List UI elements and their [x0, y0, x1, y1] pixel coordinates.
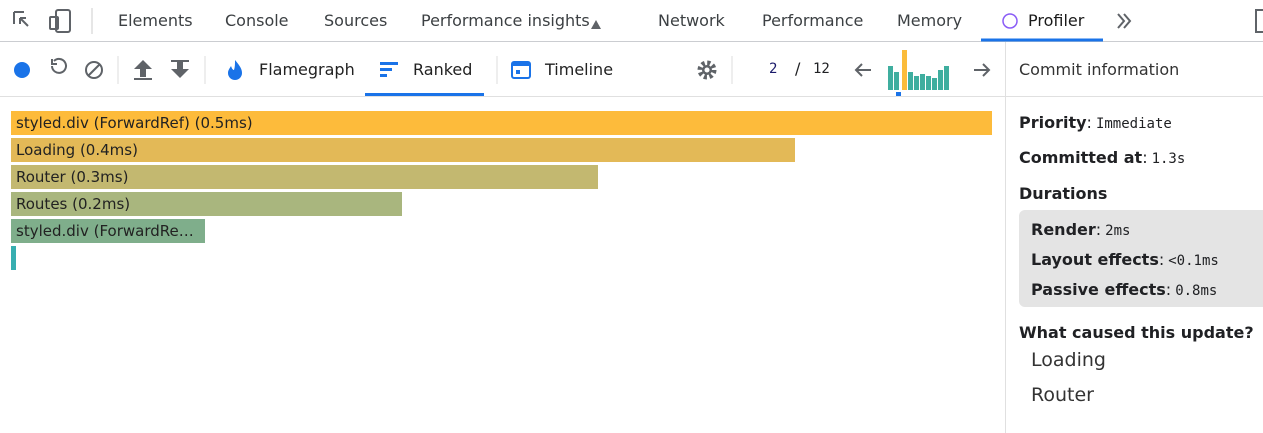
- record-button[interactable]: [14, 62, 30, 78]
- panel-title: Commit information: [1019, 60, 1180, 79]
- view-tab[interactable]: Flamegraph: [259, 60, 355, 79]
- field-value: 1.3s: [1151, 151, 1186, 167]
- ranked-bar[interactable]: Loading (0.4ms): [11, 138, 795, 162]
- ranked-bar[interactable]: styled.div (ForwardRef) (0.5ms): [11, 111, 992, 135]
- save-profile[interactable]: [171, 61, 189, 78]
- view-tab[interactable]: Timeline: [545, 60, 614, 79]
- field-value: 0.8ms: [1175, 283, 1218, 299]
- reload-icon[interactable]: [51, 57, 67, 74]
- field-label: Priority: [1019, 113, 1087, 132]
- field-value: 2ms: [1105, 223, 1131, 239]
- devtools-tab[interactable]: Memory: [897, 11, 963, 30]
- panel-header-border: [1005, 96, 1263, 97]
- settings[interactable]: [697, 60, 717, 80]
- field: Render: 2ms: [1031, 220, 1130, 239]
- section-title: What caused this update?: [1019, 323, 1254, 342]
- toolbar-icons: [13, 8, 1263, 96]
- inspect-icon[interactable]: [13, 11, 29, 27]
- tabbar-border: [0, 41, 1263, 42]
- ranked-bar[interactable]: [11, 246, 16, 270]
- field: Passive effects: 0.8ms: [1031, 280, 1217, 299]
- prev-commit[interactable]: [854, 63, 871, 77]
- field: Committed at: 1.3s: [1019, 148, 1185, 167]
- field-label: Committed at: [1019, 148, 1143, 167]
- devtools-tab[interactable]: Profiler: [1028, 11, 1085, 30]
- field: Priority: Immediate: [1019, 113, 1172, 132]
- commit-selector[interactable]: [888, 50, 949, 96]
- devtools-tab[interactable]: Sources: [324, 11, 388, 30]
- panel-divider: [1005, 42, 1006, 433]
- separator: :: [1158, 250, 1165, 269]
- devtools-tab[interactable]: Elements: [118, 11, 193, 30]
- field: Layout effects: <0.1ms: [1031, 250, 1219, 269]
- devtools-tab[interactable]: Console: [225, 11, 289, 30]
- cause-component[interactable]: Router: [1031, 384, 1094, 406]
- clear-icon[interactable]: [85, 61, 103, 79]
- devtools-tab[interactable]: Network: [658, 11, 725, 30]
- view-tab[interactable]: Ranked: [413, 60, 473, 79]
- ranked-bar[interactable]: styled.div (ForwardRe…: [11, 219, 205, 243]
- field-label: Render: [1031, 220, 1096, 239]
- load-profile[interactable]: [134, 60, 152, 77]
- toolbar-border: [0, 96, 1005, 97]
- next-commit[interactable]: [974, 63, 991, 77]
- durations-box: [1019, 210, 1263, 307]
- devtools-tab[interactable]: Performance: [762, 11, 864, 30]
- commit-separator: /: [795, 59, 801, 78]
- separator: :: [1165, 280, 1172, 299]
- field-value: <0.1ms: [1168, 253, 1219, 269]
- field-label: Passive effects: [1031, 280, 1166, 299]
- commit-total: 12: [813, 61, 830, 77]
- device-icon[interactable]: [55, 9, 71, 33]
- cause-component[interactable]: Loading: [1031, 349, 1106, 371]
- more-tabs[interactable]: [1117, 13, 1132, 29]
- commit-current: 2: [769, 61, 778, 77]
- ranked-bar[interactable]: Routes (0.2ms): [11, 192, 402, 216]
- separator: :: [1142, 148, 1148, 167]
- field-value: Immediate: [1095, 116, 1172, 132]
- devtools-tab[interactable]: Performance insights: [421, 11, 590, 30]
- field-label: Layout effects: [1031, 250, 1159, 269]
- ranked-bar[interactable]: Router (0.3ms): [11, 165, 598, 189]
- section-title: Durations: [1019, 184, 1108, 203]
- separator: :: [1095, 220, 1102, 239]
- separator: :: [1086, 113, 1092, 132]
